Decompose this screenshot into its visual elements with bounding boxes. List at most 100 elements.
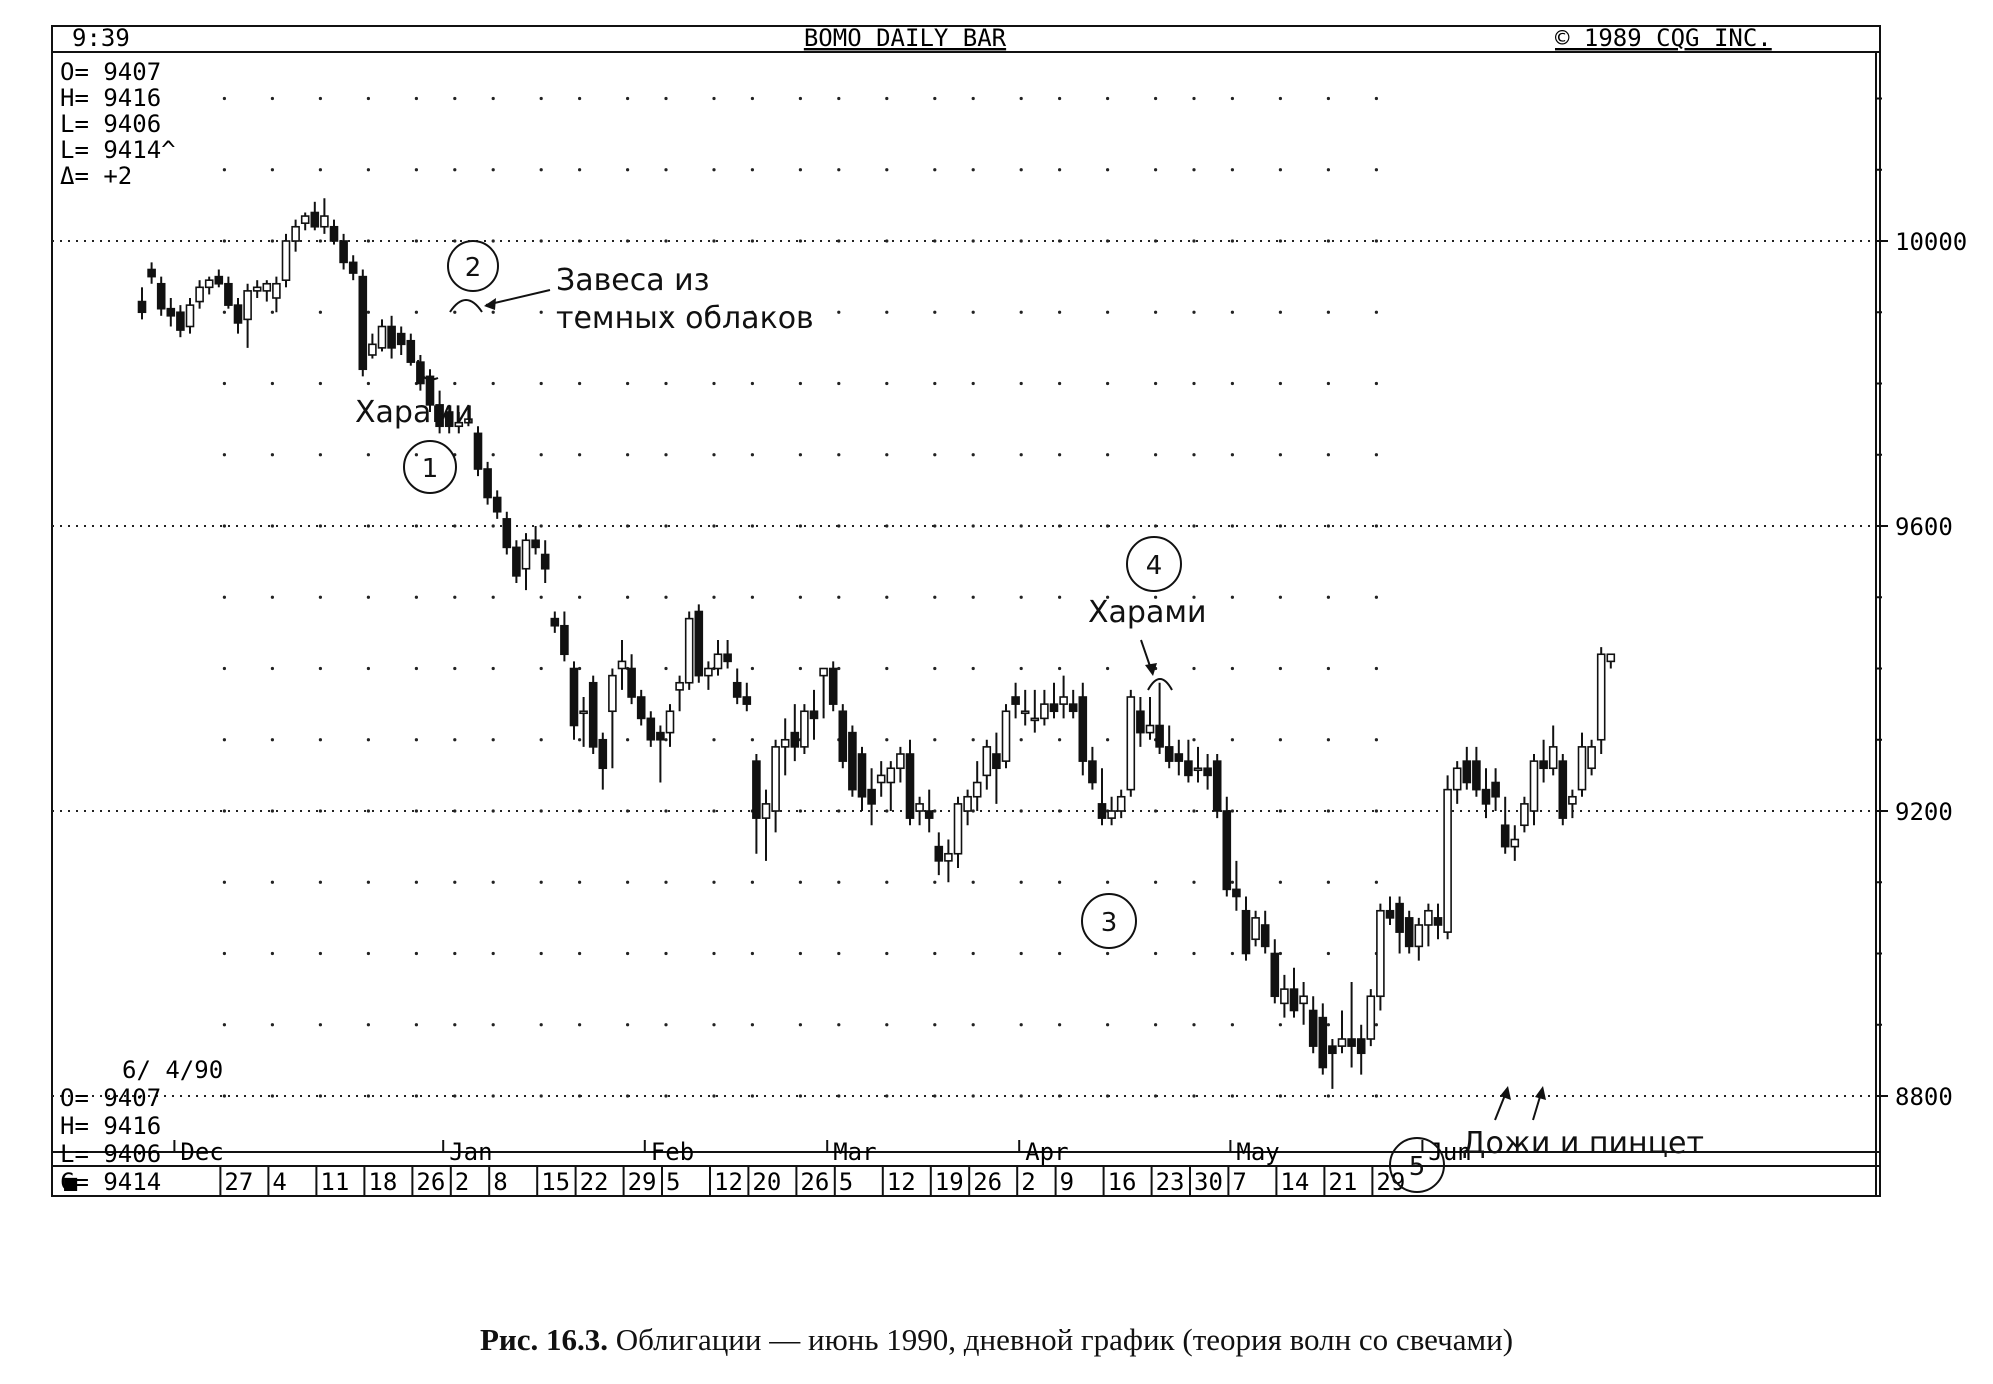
candle-body-black [1500,824,1510,848]
week-label[interactable]: 30 [1194,1168,1223,1196]
grid-dot [837,880,841,884]
week-label[interactable]: 7 [1232,1168,1246,1196]
grid-dot [1326,738,1330,742]
candle-body-black [1558,760,1568,819]
grid-dot [1230,96,1234,101]
grid-dot [1326,524,1330,528]
grid-dot [491,96,495,101]
grid-dot [933,1023,937,1027]
grid-dot [750,666,755,671]
week-label[interactable]: 15 [541,1168,570,1196]
grid-dot [971,951,975,956]
grid-dot [318,1023,322,1027]
candle-body-white [1337,1038,1347,1047]
candle-body-white [579,710,588,715]
grid-dot [626,809,630,813]
candle-body-white [1001,710,1011,762]
candle [1414,917,1424,961]
grid-dot [578,880,582,884]
candle-body-black [233,304,243,324]
harami-4-arc [1147,678,1173,691]
candle-body-white [1510,838,1520,848]
week-label[interactable]: 12 [714,1168,743,1196]
grid-dot [1154,239,1158,243]
grid-dot [366,453,370,457]
candle-body-white [1424,909,1433,926]
grid-dot [885,880,889,884]
week-label[interactable]: 21 [1328,1168,1357,1196]
week-label[interactable]: 26 [416,1168,445,1196]
week-label[interactable]: 8 [493,1168,507,1196]
grid-dot [366,951,370,956]
week-label[interactable]: 26 [800,1168,829,1196]
candle [1347,982,1356,1068]
ohlc-top-line: Δ= +2 [60,162,132,190]
week-label[interactable]: 9 [1060,1168,1074,1196]
candle [473,426,483,477]
week-label[interactable]: 18 [368,1168,397,1196]
grid-dot [933,310,937,314]
candle-body-white [204,279,214,289]
grid-dot [1106,738,1110,742]
week-label[interactable]: 27 [224,1168,253,1196]
candle-body-white [953,803,963,855]
plot-area [51,51,1881,1153]
grid-dot [798,666,803,671]
grid-dot [664,738,668,742]
candle [1030,689,1040,733]
candle [924,789,934,833]
grid-dot [578,595,582,599]
week-label[interactable]: 19 [935,1168,964,1196]
week-scroll-marker[interactable]: ■ [64,1171,78,1196]
candle-body-white [1030,717,1040,722]
candle [1404,910,1414,954]
week-label[interactable]: 5 [839,1168,853,1196]
week-label[interactable]: 11 [320,1168,349,1196]
grid-dot [1058,453,1062,457]
week-label[interactable]: 29 [628,1168,657,1196]
candle-body-black [1184,760,1193,777]
grid-dot [491,809,495,813]
candle [694,604,704,683]
grid-dot [712,1023,716,1027]
week-label[interactable]: 20 [752,1168,781,1196]
week-label[interactable]: 5 [666,1168,680,1196]
grid-dot [453,239,457,243]
grid-dot [798,96,803,101]
month-label: Jan [449,1138,492,1166]
candle-body-white [377,325,387,349]
grid-dot [1106,951,1110,956]
candle [608,668,617,769]
grid-dot [414,595,418,599]
candle [1260,910,1270,954]
grid-dot [414,951,418,956]
week-label[interactable]: 14 [1280,1168,1309,1196]
week-label[interactable]: 2 [455,1168,469,1196]
candle [1328,1039,1337,1089]
grid-dot [626,1094,630,1098]
week-label[interactable]: 23 [1156,1168,1185,1196]
week-label[interactable]: 16 [1108,1168,1137,1196]
week-label[interactable]: 4 [272,1168,286,1196]
week-label[interactable]: 2 [1021,1168,1035,1196]
annotations: Харами 1 2 Завеса из темных облаков 3 4 … [355,240,1704,1193]
candle-body-black [1328,1045,1337,1055]
candle [1164,725,1174,769]
week-label[interactable]: 12 [887,1168,916,1196]
grid-dot [837,168,841,172]
week-label[interactable]: 22 [580,1168,609,1196]
grid-dot [318,310,322,314]
candle-body-white [272,282,281,299]
grid-dot [366,595,370,599]
candle-body-white [704,667,713,677]
caption-text: Облигации — июнь 1990, дневной график (т… [615,1322,1514,1357]
grid-dot [1106,524,1110,528]
grid-dot [578,1023,582,1027]
week-label[interactable]: 26 [973,1168,1002,1196]
grid-dot [933,239,937,243]
candle [1520,796,1529,833]
candle-body-white [608,674,617,713]
harami-1-arrow [417,359,439,381]
grid-dot [1058,666,1062,671]
